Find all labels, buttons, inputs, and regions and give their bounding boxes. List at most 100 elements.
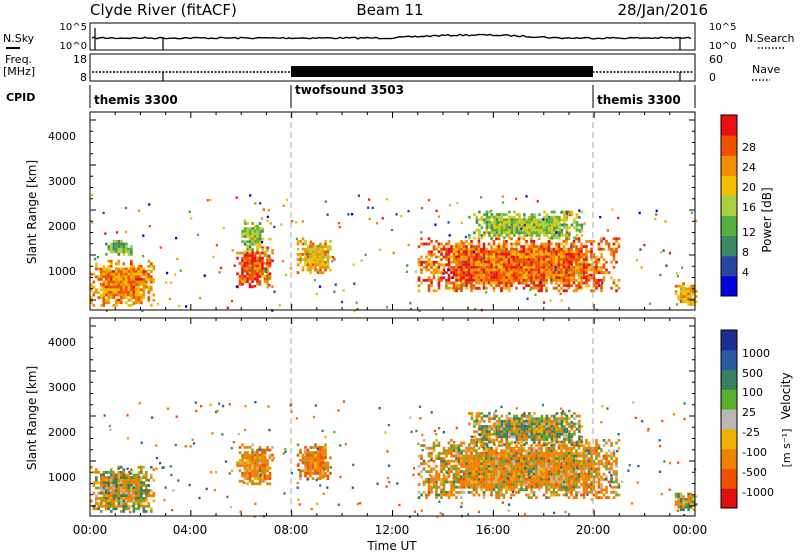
heatmap-cell: [468, 443, 471, 447]
heatmap-cell: [117, 275, 121, 279]
heatmap-cell: [122, 507, 126, 511]
heatmap-cell: [570, 242, 573, 246]
heatmap-cell: [482, 279, 486, 282]
heatmap-cell: [585, 250, 588, 254]
heatmap-cell: [492, 480, 496, 484]
heatmap-cell: [615, 493, 618, 497]
heatmap-cell: [492, 271, 496, 274]
heatmap-cell: [525, 414, 529, 418]
heatmap-cell: [557, 266, 561, 269]
heatmap-cell: [553, 414, 556, 418]
heatmap-cell: [555, 242, 558, 246]
heatmap-cell: [570, 276, 573, 280]
heatmap-cell: [527, 446, 531, 450]
heatmap-cell: [497, 480, 501, 484]
heatmap-cell: [475, 221, 479, 224]
heatmap-cell: [316, 271, 320, 274]
heatmap-cell: [100, 278, 103, 281]
heatmap-cell: [477, 459, 481, 463]
heatmap-cell: [492, 281, 496, 285]
heatmap-cell: [547, 480, 551, 484]
heatmap-cell: [432, 467, 436, 471]
heatmap-cell: [500, 449, 503, 453]
nsky-tick-top: 10^5: [60, 22, 87, 33]
heatmap-cell: [572, 488, 576, 492]
heatmap-cell: [518, 419, 521, 423]
heatmap-cell: [150, 304, 153, 307]
heatmap-cell: [483, 427, 486, 431]
heatmap-cell: [550, 452, 553, 455]
heatmap-cell: [568, 432, 571, 436]
heatmap-cell: [597, 266, 601, 269]
heatmap-cell: [515, 444, 518, 447]
heatmap-cell: [452, 284, 456, 287]
heatmap-cell: [107, 507, 111, 511]
heatmap-cell: [612, 258, 616, 261]
heatmap-cell: [555, 286, 558, 290]
heatmap-cell: [309, 451, 312, 454]
heatmap-cell: [145, 494, 148, 498]
heatmap-cell: [203, 274, 206, 277]
heatmap-cell: [540, 273, 543, 277]
heatmap-cell: [523, 427, 526, 431]
heatmap-cell: [137, 473, 141, 477]
heatmap-cell: [258, 469, 262, 473]
heatmap-cell: [137, 502, 141, 505]
heatmap-cell: [575, 266, 578, 269]
heatmap-cell: [540, 223, 544, 227]
heatmap-cell: [495, 276, 498, 280]
heatmap-cell: [572, 260, 576, 264]
heatmap-cell: [600, 289, 603, 293]
heatmap-cell: [500, 457, 503, 460]
heatmap-cell: [427, 483, 431, 486]
heatmap-cell: [483, 438, 486, 441]
heatmap-cell: [490, 271, 493, 274]
heatmap-cell: [115, 507, 118, 511]
heatmap-cell: [450, 266, 453, 269]
heatmap-cell: [246, 461, 249, 465]
heatmap-cell: [263, 456, 267, 460]
heatmap-cell: [132, 293, 136, 297]
heatmap-cell: [90, 301, 93, 305]
heatmap-cell: [512, 276, 516, 280]
heatmap-cell: [480, 488, 483, 492]
heatmap-cell: [520, 260, 523, 264]
heatmap-cell: [540, 470, 543, 473]
heatmap-cell: [445, 462, 448, 466]
heatmap-cell: [137, 298, 141, 302]
heatmap-cell: [316, 464, 320, 467]
heatmap-cell: [513, 234, 516, 237]
heatmap-cell: [530, 454, 533, 458]
heatmap-cell: [100, 275, 103, 279]
heatmap-cell: [513, 435, 516, 439]
heatmap-cell: [677, 503, 680, 506]
heatmap-cell: [442, 472, 446, 476]
heatmap-cell: [605, 452, 608, 455]
heatmap-cell: [682, 284, 685, 288]
heatmap-cell: [485, 478, 488, 481]
heatmap-cell: [510, 271, 513, 274]
heatmap-cell: [545, 435, 549, 439]
heatmap-cell: [545, 260, 548, 264]
heatmap-cell: [487, 480, 491, 484]
heatmap-cell: [495, 427, 499, 431]
heatmap-cell: [535, 247, 538, 251]
heatmap-cell: [258, 477, 262, 480]
heatmap-cell: [357, 194, 360, 197]
heatmap-cell: [590, 258, 593, 261]
heatmap-cell: [595, 446, 598, 450]
heatmap-cell: [115, 291, 118, 294]
heatmap-cell: [487, 250, 491, 254]
heatmap-cell: [480, 279, 483, 282]
heatmap-cell: [560, 218, 564, 222]
heatmap-cell: [597, 491, 601, 494]
heatmap-cell: [615, 457, 618, 460]
heatmap-cell: [607, 496, 611, 499]
heatmap-cell: [241, 229, 244, 233]
heatmap-cell: [125, 270, 128, 273]
heatmap-cell: [462, 245, 466, 248]
heatmap-cell: [477, 247, 481, 251]
heatmap-cell: [532, 260, 536, 264]
heatmap-cell: [135, 481, 138, 485]
heatmap-cell: [542, 459, 546, 463]
